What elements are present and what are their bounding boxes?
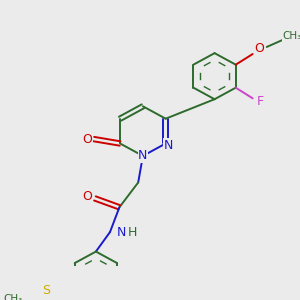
Text: S: S: [43, 284, 50, 297]
Text: N: N: [164, 139, 173, 152]
Text: CH₃: CH₃: [3, 294, 22, 300]
Text: H: H: [128, 226, 137, 238]
Text: N: N: [117, 226, 126, 238]
Text: F: F: [256, 95, 264, 108]
Text: O: O: [82, 190, 92, 203]
Text: O: O: [82, 133, 92, 146]
Text: O: O: [254, 42, 264, 55]
Text: CH₃: CH₃: [283, 31, 300, 41]
Text: N: N: [138, 149, 148, 162]
